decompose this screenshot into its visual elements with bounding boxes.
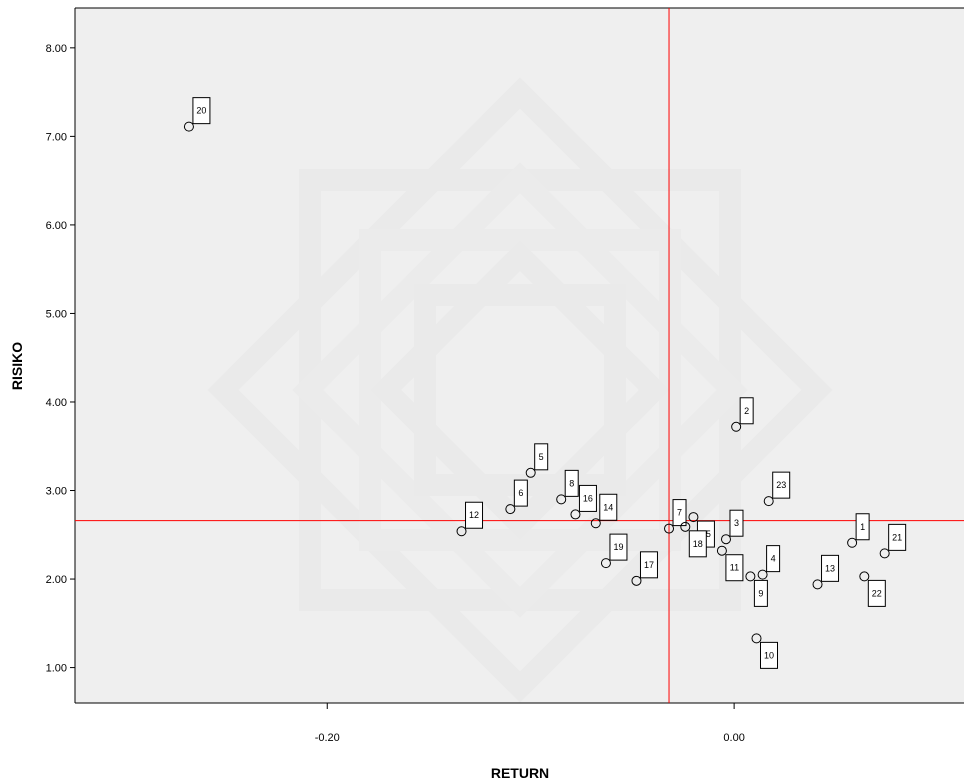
point-label-3: 3 [734,518,739,528]
point-marker-9 [745,571,756,582]
x-tick-label-0: -0.20 [315,732,340,744]
point-label-22: 22 [872,588,882,598]
point-label-18: 18 [693,539,703,549]
point-label-6: 6 [518,488,523,498]
point-label-box-5 [534,443,549,471]
x-axis-title: RETURN [491,765,549,781]
point-label-10: 10 [764,650,774,660]
point-label-9: 9 [758,588,763,598]
data-points: 1234567891011121314151617181920212223 [183,97,907,669]
point-marker-21 [879,548,890,559]
point-marker-18 [680,521,691,532]
point-label-box-17 [639,551,658,579]
point-marker-20 [183,121,194,132]
point-marker-11 [716,545,727,556]
point-marker-17 [631,575,642,586]
point-label-7: 7 [677,508,682,518]
point-marker-23 [763,496,774,507]
point-label-box-21 [888,523,907,551]
point-label-box-23 [772,471,791,499]
point-marker-22 [859,571,870,582]
point-label-17: 17 [644,560,654,570]
point-marker-19 [600,558,611,569]
point-label-box-4 [766,545,781,573]
point-label-box-22 [867,579,886,607]
point-label-13: 13 [825,563,835,573]
y-tick-label-5: 6.00 [46,220,67,232]
point-label-box-10 [759,641,778,669]
watermark-diamond-2 [370,240,670,540]
point-label-box-9 [753,579,768,607]
point-marker-16 [570,509,581,520]
point-label-19: 19 [613,542,623,552]
point-marker-1 [847,537,858,548]
y-tick-label-7: 8.00 [46,43,67,55]
point-label-box-13 [821,554,840,582]
point-label-box-19 [609,533,628,561]
point-label-box-7 [672,499,687,527]
point-label-box-3 [729,509,744,537]
reference-lines [75,8,964,703]
point-label-14: 14 [603,502,613,512]
point-marker-6 [505,504,516,515]
y-axis-title: RISIKO [9,342,25,390]
point-label-box-16 [578,484,597,512]
point-label-box-18 [688,530,707,558]
point-label-11: 11 [730,563,739,573]
y-tick-label-2: 3.00 [46,486,67,498]
point-label-box-6 [513,479,528,507]
y-tick-label-0: 1.00 [46,663,67,675]
point-label-box-11 [725,554,744,582]
point-marker-13 [812,579,823,590]
point-label-1: 1 [860,522,865,532]
point-label-box-2 [739,397,754,425]
watermark-diamond-1 [292,162,748,618]
point-marker-3 [720,534,731,545]
point-marker-12 [456,526,467,537]
point-marker-14 [590,518,601,529]
point-marker-10 [751,633,762,644]
point-marker-7 [664,523,675,534]
point-marker-8 [556,494,567,505]
point-label-box-12 [465,501,484,529]
point-label-8: 8 [569,478,574,488]
y-tick-label-1: 2.00 [46,574,67,586]
x-tick-label-1: 0.00 [723,732,744,744]
watermark-logo [207,77,833,703]
point-marker-5 [525,467,536,478]
point-label-5: 5 [539,452,544,462]
watermark-square-1 [359,229,681,551]
y-tick-label-6: 7.00 [46,131,67,143]
y-tick-label-3: 4.00 [46,397,67,409]
point-label-21: 21 [892,532,902,542]
y-axis-ticks: 1.00 2.00 3.00 4.00 5.00 6.00 7.00 8.00 [46,43,75,675]
point-label-16: 16 [583,493,593,503]
point-label-23: 23 [776,480,786,490]
point-marker-4 [757,569,768,580]
x-axis-ticks: -0.20 0.00 [315,703,745,744]
point-label-4: 4 [771,554,776,564]
point-label-box-20 [192,97,211,125]
point-label-12: 12 [469,510,479,520]
point-label-20: 20 [196,106,206,116]
point-marker-15 [688,512,699,523]
point-label-box-8 [564,469,579,497]
point-label-box-1 [855,513,870,541]
point-label-2: 2 [744,406,749,416]
y-tick-label-4: 5.00 [46,308,67,320]
point-label-box-14 [599,493,618,521]
point-marker-2 [731,421,742,432]
